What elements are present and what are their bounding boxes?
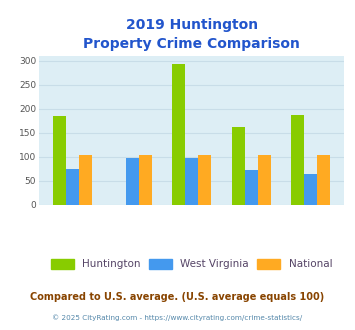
Bar — [79, 155, 92, 205]
Text: © 2025 CityRating.com - https://www.cityrating.com/crime-statistics/: © 2025 CityRating.com - https://www.city… — [53, 314, 302, 321]
Bar — [317, 155, 331, 205]
Bar — [231, 126, 245, 205]
Bar — [198, 155, 211, 205]
Bar — [139, 155, 152, 205]
Bar — [172, 64, 185, 205]
Bar — [258, 155, 271, 205]
Bar — [291, 115, 304, 205]
Text: Compared to U.S. average. (U.S. average equals 100): Compared to U.S. average. (U.S. average … — [31, 292, 324, 302]
Bar — [245, 170, 258, 205]
Title: 2019 Huntington
Property Crime Comparison: 2019 Huntington Property Crime Compariso… — [83, 18, 300, 51]
Bar — [53, 116, 66, 205]
Bar — [185, 158, 198, 205]
Bar — [304, 175, 317, 205]
Bar — [126, 158, 139, 205]
Legend: Huntington, West Virginia, National: Huntington, West Virginia, National — [47, 254, 337, 273]
Bar — [66, 169, 79, 205]
